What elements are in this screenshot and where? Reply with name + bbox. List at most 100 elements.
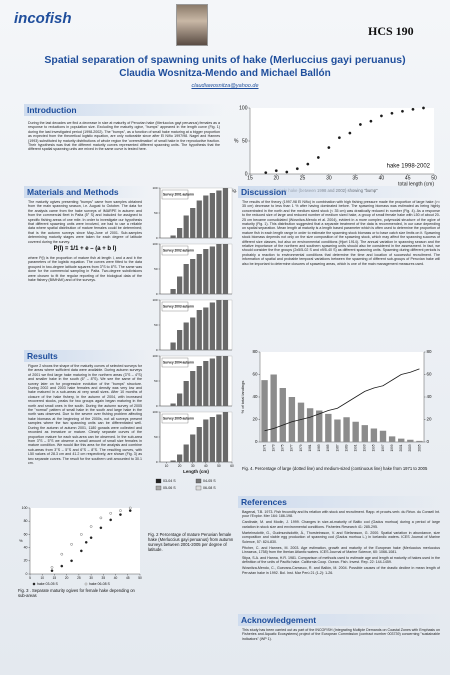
bar (325, 413, 332, 442)
x-tick-label: 1997 (381, 444, 385, 451)
panel-label-box (161, 357, 189, 368)
data-point (60, 564, 64, 568)
section-text: This study has been carried out as part … (242, 628, 440, 641)
x-tick-label: 20 (178, 464, 182, 468)
email: claudiawosnitza@yahoo.de (191, 83, 259, 89)
x-tick-label: 30 (191, 464, 195, 468)
panel-label: Survey 2003 autumn (163, 304, 194, 308)
data-point (119, 509, 122, 512)
bar (203, 361, 209, 406)
x-tick-label: 1971 (262, 444, 266, 451)
panel-label-box (161, 189, 189, 200)
data-point (89, 525, 93, 528)
x-tick-label: 25 (77, 576, 81, 580)
section-heading: Acknowledgement (238, 614, 444, 626)
bar (177, 330, 183, 350)
authors: Claudia Wosnitza-Mendo and Michael Balló… (119, 68, 331, 79)
plot-background (30, 508, 140, 574)
legend-label: hake 03-05 S (37, 582, 58, 586)
x-tick-label: 1993 (363, 444, 367, 451)
poster-title: Spatial separation of spawning units of … (44, 54, 406, 66)
poster-code: HCS 190 (368, 24, 414, 38)
bar (209, 193, 215, 238)
bar (361, 425, 368, 442)
bar (316, 410, 323, 442)
x-tick-label: 2005 (417, 444, 421, 451)
x-tick-label: 45 (405, 175, 411, 181)
bar (203, 307, 209, 350)
y-tick-label: 0 (156, 460, 158, 464)
bar (196, 310, 202, 350)
x-tick-label: 1979 (299, 444, 303, 451)
data-point (327, 146, 331, 149)
x-tick-label: 15 (53, 576, 57, 580)
legend-label: 04-05 S (203, 479, 216, 483)
panel-label: Survey 2002 autumn (163, 248, 194, 252)
x-tick-label: 40 (114, 576, 118, 580)
formula: P(l) = 1/1 + e – (a + b l) (53, 246, 117, 252)
bar (297, 402, 305, 442)
x-tick-label: 5 (29, 576, 31, 580)
line-series (264, 368, 420, 432)
y-tick-label: 20 (252, 417, 258, 422)
bar (183, 381, 189, 406)
figure-1: 0 50 100 15 20 25 30 35 40 45 50% total length (cm)… (234, 105, 437, 187)
section-heading: Results (24, 350, 148, 362)
data-point (306, 162, 310, 166)
y-tick-label: 20 (24, 559, 28, 563)
x-tick-label: 1981 (308, 444, 312, 451)
x-tick-label: 40 (379, 175, 385, 181)
x-tick-label: 1991 (354, 444, 358, 451)
x-tick-label: 1973 (272, 444, 276, 451)
bar (177, 276, 183, 294)
data-point (99, 526, 103, 530)
section-heading: Introduction (24, 104, 225, 116)
x-axis-label: Length (cm) (183, 469, 209, 474)
legend-swatch (155, 485, 162, 491)
bar (190, 317, 196, 350)
y-tick-label: 0 (156, 404, 158, 408)
x-tick-label: 1977 (290, 444, 294, 451)
data-point (337, 136, 341, 140)
section-text: Figure 2 shows the shape of the maturity… (28, 364, 142, 465)
bar (379, 430, 387, 442)
y-tick-label: 20 (427, 417, 433, 422)
y-tick-label: 0 (156, 236, 158, 240)
bar (196, 200, 202, 238)
bar (261, 380, 268, 442)
data-point (70, 543, 73, 546)
y-tick-label: 0 (26, 572, 28, 576)
x-tick-label: 2001 (399, 444, 403, 451)
x-tick-label: 40 (204, 464, 208, 468)
bar (183, 322, 189, 350)
bar (222, 188, 229, 238)
portrait-photo (176, 4, 208, 46)
y-tick-label: 40 (427, 394, 433, 399)
x-tick-label: 1975 (281, 444, 285, 451)
y-tick-label: 80 (427, 349, 433, 354)
x-tick-label: 25 (300, 175, 306, 181)
bar (196, 254, 202, 294)
data-point (380, 114, 383, 118)
x-tick-label: 1983 (317, 444, 321, 451)
bar (183, 215, 189, 238)
bar (203, 249, 209, 294)
y-tick-label: 50 (154, 379, 158, 383)
panel-label: Survey 2004 autumn (163, 360, 194, 364)
data-point (411, 107, 415, 111)
x-tick-label: 1987 (335, 444, 339, 451)
x-tick-label: 15 (247, 175, 253, 181)
y-axis-label: % of total landings (240, 381, 245, 414)
bar (279, 388, 286, 442)
y-tick-label: 50 (154, 435, 158, 439)
bar (334, 419, 341, 442)
x-tick-label: 30 (89, 576, 93, 580)
data-point (80, 533, 83, 536)
bar (222, 300, 229, 350)
data-point (401, 109, 404, 113)
panel-label-box (161, 245, 189, 256)
y-tick-label: 50 (154, 267, 158, 271)
bar (170, 289, 176, 294)
data-point (70, 559, 73, 563)
